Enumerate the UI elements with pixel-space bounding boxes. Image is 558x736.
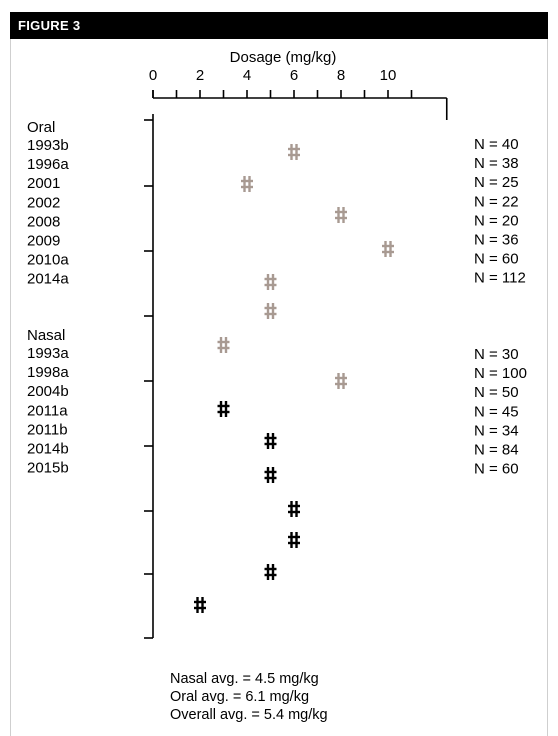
x-tick-label: 0 bbox=[149, 67, 157, 84]
sample-size-label: N = 50 bbox=[474, 384, 519, 401]
sample-size-label: N = 25 bbox=[474, 174, 519, 191]
sample-size-label: N = 60 bbox=[474, 251, 519, 268]
group-label-nasal: Nasal bbox=[27, 327, 65, 344]
data-point bbox=[264, 303, 277, 319]
sample-size-label: N = 84 bbox=[474, 442, 519, 459]
sample-size-label: N = 36 bbox=[474, 232, 519, 249]
sample-size-label: N = 112 bbox=[474, 270, 526, 287]
data-point bbox=[217, 337, 230, 353]
study-label: 2015b bbox=[27, 460, 69, 477]
data-point bbox=[264, 564, 277, 580]
sample-size-label: N = 38 bbox=[474, 155, 519, 172]
figure-header: FIGURE 3 bbox=[10, 12, 548, 39]
data-point bbox=[194, 597, 206, 613]
data-point bbox=[217, 401, 230, 417]
x-tick-label: 4 bbox=[243, 67, 251, 84]
data-point bbox=[264, 274, 277, 290]
x-tick-label: 10 bbox=[380, 67, 397, 84]
group-label-oral: Oral bbox=[27, 119, 55, 136]
summary-oral-avg: Oral avg. = 6.1 mg/kg bbox=[170, 689, 310, 705]
study-label: 2008 bbox=[27, 213, 60, 230]
study-label: 1993b bbox=[27, 137, 69, 154]
study-label: 2011b bbox=[27, 421, 68, 438]
sample-size-label: N = 40 bbox=[474, 136, 519, 153]
data-point bbox=[335, 373, 347, 389]
summary-nasal-avg: Nasal avg. = 4.5 mg/kg bbox=[170, 671, 319, 687]
sample-size-label: N = 22 bbox=[474, 193, 519, 210]
sample-size-label: N = 34 bbox=[474, 422, 519, 439]
study-label: 2001 bbox=[27, 175, 60, 192]
summary-overall-avg: Overall avg. = 5.4 mg/kg bbox=[170, 707, 328, 723]
x-tick-label: 2 bbox=[196, 67, 204, 84]
data-point bbox=[241, 176, 253, 192]
study-label: 2002 bbox=[27, 194, 60, 211]
study-label: 1996a bbox=[27, 156, 69, 173]
x-tick-label: 8 bbox=[337, 67, 345, 84]
study-label: 2011a bbox=[27, 402, 68, 419]
data-point bbox=[264, 467, 277, 483]
study-label: 1998a bbox=[27, 364, 69, 381]
data-point bbox=[288, 501, 300, 517]
study-label: 2010a bbox=[27, 252, 69, 269]
sample-size-label: N = 20 bbox=[474, 212, 519, 229]
data-point bbox=[382, 241, 394, 257]
study-label: 1993a bbox=[27, 345, 69, 362]
data-point bbox=[264, 433, 277, 449]
sample-size-label: N = 100 bbox=[474, 365, 527, 382]
x-axis-label: Dosage (mg/kg) bbox=[230, 49, 337, 66]
data-point bbox=[335, 207, 347, 223]
study-label: 2014a bbox=[27, 271, 69, 288]
study-label: 2014b bbox=[27, 441, 69, 458]
data-point bbox=[288, 532, 300, 548]
x-tick-label: 6 bbox=[290, 67, 298, 84]
sample-size-label: N = 30 bbox=[474, 346, 519, 363]
sample-size-label: N = 45 bbox=[474, 403, 519, 420]
sample-size-label: N = 60 bbox=[474, 461, 519, 478]
data-point bbox=[288, 144, 300, 160]
study-label: 2009 bbox=[27, 233, 60, 250]
study-label: 2004b bbox=[27, 383, 69, 400]
figure-label: FIGURE 3 bbox=[18, 18, 81, 33]
